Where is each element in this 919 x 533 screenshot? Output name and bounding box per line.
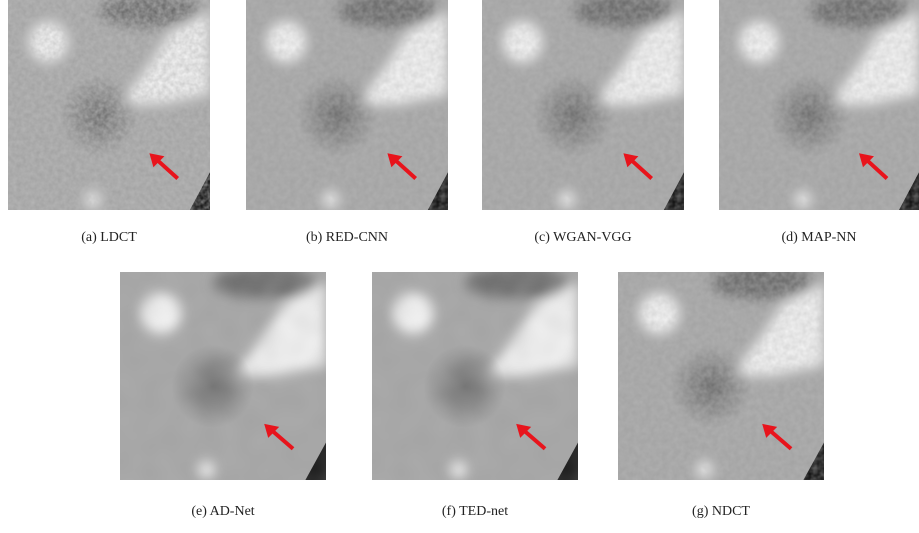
noise bbox=[372, 272, 578, 480]
caption: (g) NDCT bbox=[692, 504, 750, 519]
image-content bbox=[120, 266, 326, 480]
image-panel bbox=[719, 0, 919, 210]
caption: (f) TED-net bbox=[442, 504, 508, 519]
image-panel bbox=[482, 0, 684, 210]
image-panel bbox=[618, 266, 824, 480]
image-content bbox=[246, 0, 448, 210]
figure: (a) LDCT (b) RED-CNN (c) WGAN-VGG (d) MAP-N… bbox=[0, 0, 919, 528]
image-panel bbox=[8, 0, 210, 210]
caption: (d) MAP-NN bbox=[781, 230, 856, 245]
noise bbox=[246, 0, 448, 210]
image-content bbox=[372, 266, 578, 480]
noise bbox=[120, 272, 326, 480]
image-content bbox=[482, 0, 684, 210]
image-content bbox=[618, 266, 824, 480]
image-content bbox=[8, 0, 210, 210]
image-panel bbox=[246, 0, 448, 210]
noise bbox=[8, 0, 210, 210]
caption: (a) LDCT bbox=[81, 230, 137, 245]
image-panel bbox=[120, 266, 326, 480]
image-panel bbox=[372, 266, 578, 480]
caption: (c) WGAN-VGG bbox=[534, 230, 631, 245]
page: (a) LDCT (b) RED-CNN (c) WGAN-VGG (d) MAP-N… bbox=[0, 0, 919, 528]
noise bbox=[482, 0, 684, 210]
noise bbox=[618, 272, 824, 480]
caption: (b) RED-CNN bbox=[306, 230, 388, 245]
caption: (e) AD-Net bbox=[191, 504, 254, 519]
image-content bbox=[719, 0, 919, 210]
noise bbox=[719, 0, 919, 210]
